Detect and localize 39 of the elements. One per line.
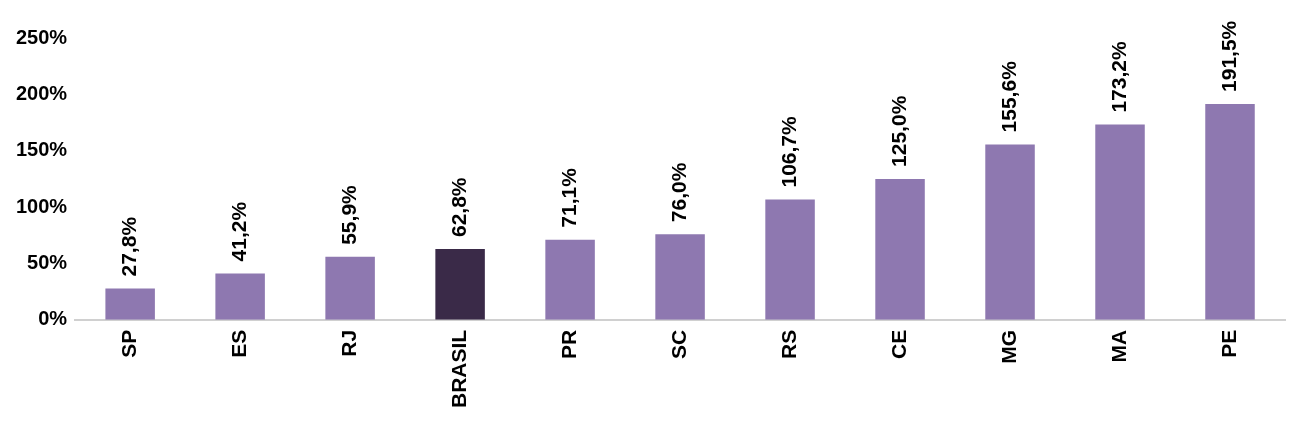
data-label: 62,8%: [446, 177, 470, 238]
x-tick-label: MA: [1106, 329, 1130, 363]
bar: [435, 249, 485, 320]
data-label: 55,9%: [336, 184, 360, 245]
x-tick-label: MG: [996, 329, 1020, 364]
bar: [985, 144, 1035, 320]
data-label: 76,0%: [666, 162, 690, 223]
data-label: 125,0%: [886, 95, 910, 167]
bar: [1095, 124, 1145, 320]
data-label: 27,8%: [116, 216, 140, 277]
bar: [875, 178, 925, 320]
x-tick-label: PR: [556, 329, 580, 360]
x-tick-label: PE: [1216, 329, 1240, 358]
y-tick-label: 200%: [16, 81, 68, 104]
data-label: 173,2%: [1106, 41, 1130, 113]
bar: [1205, 103, 1255, 320]
x-tick-label: CE: [886, 329, 910, 360]
y-tick-label: 100%: [16, 194, 68, 217]
x-tick-label: RS: [776, 329, 800, 360]
x-tick-label: RJ: [336, 329, 360, 357]
bar: [545, 239, 595, 320]
bar: [105, 288, 155, 320]
data-label: 155,6%: [996, 60, 1020, 133]
bar: [765, 199, 815, 320]
bar: [655, 234, 705, 320]
x-tick-label: BRASIL: [446, 329, 470, 409]
y-tick-label: 0%: [38, 307, 68, 330]
data-label: 41,2%: [226, 201, 250, 262]
y-tick-label: 150%: [16, 138, 68, 161]
data-label: 71,1%: [556, 167, 580, 228]
bar: [215, 273, 265, 320]
x-tick-label: SC: [666, 329, 690, 360]
y-tick-label: 50%: [27, 250, 68, 273]
y-tick-label: 250%: [16, 25, 68, 48]
x-tick-label: ES: [226, 329, 250, 358]
x-tick-label: SP: [116, 329, 140, 358]
data-label: 106,7%: [776, 116, 800, 188]
data-label: 191,5%: [1216, 20, 1240, 92]
bar: [325, 256, 375, 320]
